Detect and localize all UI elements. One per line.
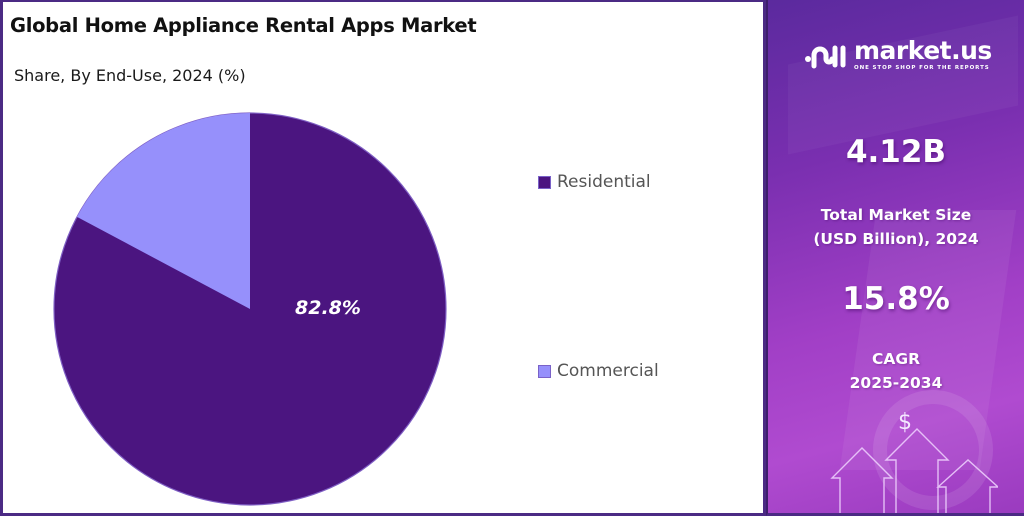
brand-tagline: ONE STOP SHOP FOR THE REPORTS [854, 65, 990, 71]
legend-label-residential: Residential [557, 172, 651, 192]
legend-label-commercial: Commercial [557, 361, 659, 381]
pie-data-label-residential: 82.8% [295, 297, 361, 319]
pie-slice-commercial[interactable] [77, 113, 250, 309]
market-size-label-line2: (USD Billion), 2024 [813, 230, 979, 248]
legend-swatch-residential [538, 175, 551, 189]
cagr-value: 15.8% [842, 281, 950, 317]
cagr-label: CAGR [871, 350, 921, 368]
growth-arrows-icon [830, 428, 998, 513]
legend-item-residential[interactable]: Residential [538, 172, 651, 192]
legend-item-commercial[interactable]: Commercial [538, 361, 659, 381]
pie-chart [49, 108, 451, 510]
cagr-period: 2025-2034 [849, 374, 943, 392]
stats-sidebar: market.us ONE STOP SHOP FOR THE REPORTS … [766, 0, 1024, 516]
brand-name: market.us [854, 36, 992, 65]
dollar-icon: $ [898, 410, 912, 435]
pie-svg [53, 112, 447, 506]
chart-title: Global Home Appliance Rental Apps Market [10, 14, 477, 37]
chart-subtitle: Share, By End-Use, 2024 (%) [14, 66, 246, 85]
brand-logo[interactable]: market.us ONE STOP SHOP FOR THE REPORTS [804, 38, 992, 71]
legend-swatch-commercial [538, 364, 551, 378]
market-us-logo-icon [805, 45, 846, 68]
market-size-value: 4.12B [845, 134, 947, 170]
market-size-label-line1: Total Market Size [820, 206, 972, 224]
chart-panel: Global Home Appliance Rental Apps Market… [0, 0, 766, 516]
